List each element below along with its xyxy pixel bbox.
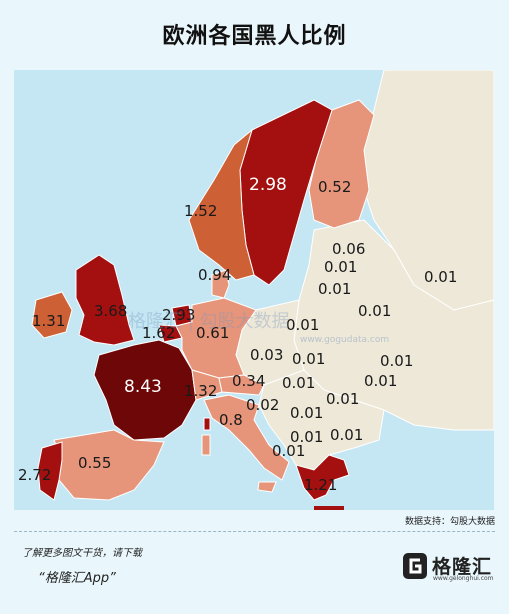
value-serbia: 0.01	[290, 428, 323, 446]
value-austria: 0.34	[232, 372, 265, 390]
value-netherlands: 1.62	[142, 324, 175, 342]
value-croatia: 0.01	[290, 404, 323, 422]
value-denmark: 0.94	[198, 266, 231, 284]
promo-text: 了解更多图文干货，请下载	[22, 548, 142, 559]
region-crete	[314, 506, 344, 510]
value-russia: 0.01	[424, 268, 457, 286]
value-slovenia: 0.02	[246, 396, 279, 414]
value-estonia: 0.06	[332, 240, 365, 258]
value-moldova: 0.01	[364, 372, 397, 390]
europe-map: 8.43 3.68 2.98 2.93 2.72 1.62 1.52 1.32 …	[14, 70, 494, 510]
value-uk: 3.68	[94, 302, 127, 320]
value-belgium: 2.93	[162, 306, 195, 324]
region-portugal	[37, 441, 63, 501]
watermark: 格隆汇 | 勾股大数据	[128, 311, 290, 332]
data-source: 数据支持：勾股大数据	[404, 517, 495, 527]
value-germany: 0.61	[196, 324, 229, 342]
watermark-url: www.gogudata.com	[300, 335, 390, 345]
region-norway	[188, 128, 255, 281]
region-italy	[203, 394, 290, 481]
region-france	[93, 339, 197, 441]
brand-name: 格隆汇	[432, 556, 493, 578]
value-slovakia: 0.01	[292, 350, 325, 368]
value-bulgaria: 0.01	[330, 426, 363, 444]
page-title: 欧洲各国黑人比例	[162, 24, 347, 49]
value-spain: 0.55	[78, 454, 111, 472]
value-macedonia: 0.01	[272, 442, 305, 460]
promo-app-name: “格隆汇App”	[38, 571, 116, 586]
region-balkans	[258, 369, 385, 471]
value-romania: 0.01	[326, 390, 359, 408]
value-greece: 1.21	[304, 476, 337, 494]
value-belarus: 0.01	[358, 302, 391, 320]
region-corsica	[203, 417, 211, 431]
region-ireland	[31, 291, 73, 339]
brand-url: www.gelonghui.com	[433, 575, 494, 582]
value-finland: 0.52	[318, 178, 351, 196]
value-norway: 1.52	[184, 202, 217, 220]
value-sweden: 2.98	[249, 175, 287, 195]
brand-logo: 格隆汇 www.gelonghui.com	[402, 550, 502, 586]
value-latvia: 0.01	[324, 258, 357, 276]
region-austria	[218, 374, 265, 396]
divider	[14, 531, 495, 532]
value-italy: 0.8	[219, 411, 243, 429]
value-portugal: 2.72	[18, 466, 51, 484]
region-sicily	[257, 481, 277, 493]
value-switzerland: 1.32	[184, 382, 217, 400]
region-greece	[295, 454, 350, 501]
region-sardinia	[201, 434, 211, 456]
value-france: 8.43	[124, 377, 162, 397]
value-hungary: 0.01	[282, 374, 315, 392]
region-uk	[75, 254, 135, 346]
value-lithuania: 0.01	[318, 280, 351, 298]
value-czech: 0.03	[250, 346, 283, 364]
value-poland: 0.01	[286, 316, 319, 334]
value-ireland: 1.31	[32, 312, 65, 330]
gelonghui-logo-icon	[403, 553, 427, 579]
value-ukraine: 0.01	[380, 352, 413, 370]
region-denmark	[211, 269, 230, 299]
